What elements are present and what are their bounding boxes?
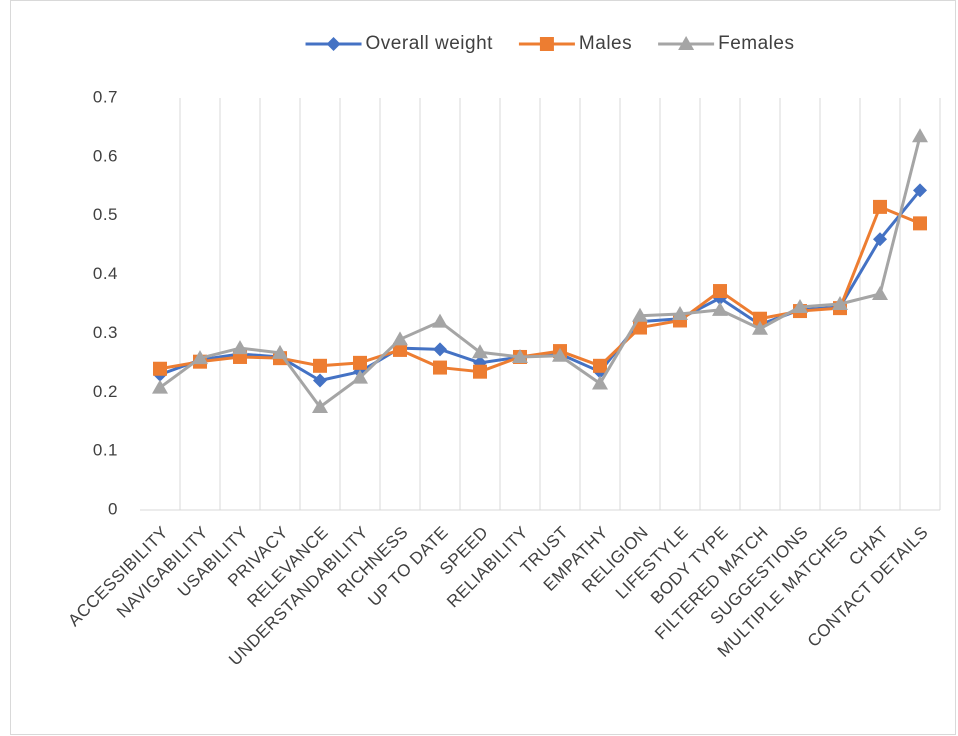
marker xyxy=(472,344,488,359)
y-tick-label: 0.7 xyxy=(93,87,118,106)
marker xyxy=(153,361,167,376)
marker xyxy=(432,313,448,328)
marker xyxy=(712,301,728,316)
marker xyxy=(192,350,208,365)
legend-label: Overall weight xyxy=(366,33,494,54)
marker xyxy=(152,379,168,394)
series-line xyxy=(159,135,922,409)
marker xyxy=(473,364,487,379)
marker xyxy=(433,360,447,375)
y-tick-label: 0 xyxy=(108,499,118,518)
y-tick-label: 0.4 xyxy=(93,264,118,283)
marker xyxy=(672,306,688,321)
marker xyxy=(912,128,928,143)
legend-label: Females xyxy=(718,33,794,54)
marker xyxy=(592,375,608,390)
y-tick-label: 0.6 xyxy=(93,146,118,165)
y-tick-label: 0.2 xyxy=(93,382,118,401)
marker xyxy=(792,298,808,313)
y-tick-label: 0.3 xyxy=(93,323,118,342)
marker xyxy=(433,342,447,357)
marker xyxy=(313,358,327,373)
marker xyxy=(352,369,368,384)
marker xyxy=(393,342,407,357)
y-tick-label: 0.5 xyxy=(93,205,118,224)
marker xyxy=(872,285,888,300)
marker xyxy=(632,307,648,322)
marker xyxy=(392,331,408,346)
marker xyxy=(753,311,767,326)
marker xyxy=(832,296,848,310)
marker xyxy=(873,232,887,247)
legend-label: Males xyxy=(579,33,632,54)
marker xyxy=(232,340,248,355)
marker xyxy=(353,355,367,370)
marker xyxy=(752,320,768,335)
marker xyxy=(272,344,288,359)
marker xyxy=(552,347,568,362)
marker xyxy=(593,358,607,373)
marker xyxy=(913,216,927,231)
marker xyxy=(913,183,927,198)
marker xyxy=(512,348,528,363)
legend-marker xyxy=(326,37,341,51)
legend-marker xyxy=(539,37,554,51)
y-tick-label: 0.1 xyxy=(93,441,118,460)
marker xyxy=(312,399,328,413)
legend: Overall weight Males Females xyxy=(305,33,794,54)
legend-marker xyxy=(678,36,695,50)
marker xyxy=(873,199,887,214)
marker xyxy=(713,284,727,299)
marker xyxy=(313,373,327,388)
